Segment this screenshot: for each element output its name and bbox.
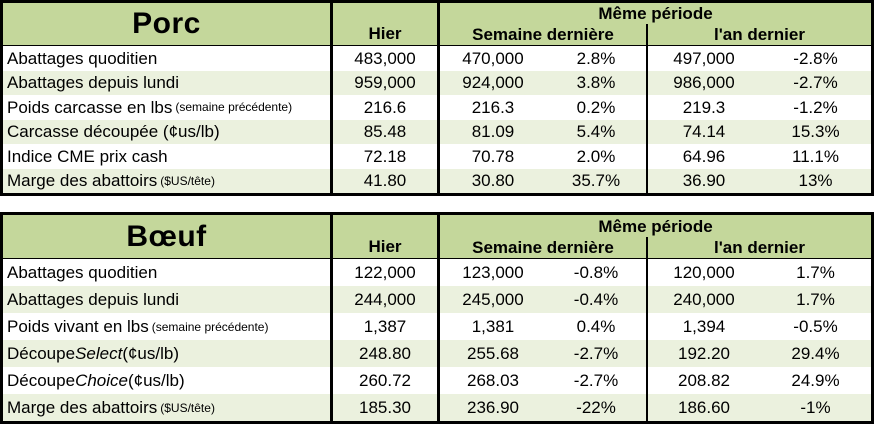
- cell-an-dernier-pct: 13%: [760, 168, 871, 193]
- cell-semaine-derniere-pct: -2.7%: [546, 340, 648, 367]
- row-label: Poids vivant en lbs (semaine précédente): [3, 313, 333, 340]
- header-meme-periode: Même période: [440, 3, 871, 24]
- cell-hier: 1,387: [333, 313, 440, 340]
- cell-an-dernier: 120,000: [648, 259, 760, 286]
- cell-an-dernier: 986,000: [648, 70, 760, 95]
- cell-hier: 185.30: [333, 394, 440, 421]
- row-label: Découpe Select (¢us/lb): [3, 340, 333, 367]
- cell-hier: 72.18: [333, 144, 440, 169]
- header-an-dernier: l'an dernier: [648, 237, 871, 259]
- cell-hier: 216.6: [333, 95, 440, 120]
- cell-an-dernier: 186.60: [648, 394, 760, 421]
- cell-hier: 483,000: [333, 46, 440, 71]
- cell-an-dernier-pct: -1%: [760, 394, 871, 421]
- cell-an-dernier: 36.90: [648, 168, 760, 193]
- cell-an-dernier-pct: 1.7%: [760, 259, 871, 286]
- cell-semaine-derniere: 123,000: [440, 259, 546, 286]
- cell-an-dernier: 1,394: [648, 313, 760, 340]
- cell-hier: 244,000: [333, 286, 440, 313]
- cell-semaine-derniere-pct: 2.0%: [546, 144, 648, 169]
- cell-semaine-derniere: 1,381: [440, 313, 546, 340]
- cell-an-dernier: 219.3: [648, 95, 760, 120]
- cell-hier: 260.72: [333, 367, 440, 394]
- row-label: Abattages quoditien: [3, 259, 333, 286]
- cell-an-dernier-pct: 1.7%: [760, 286, 871, 313]
- cell-an-dernier-pct: 15.3%: [760, 119, 871, 144]
- row-label: Abattages quoditien: [3, 46, 333, 71]
- cell-semaine-derniere-pct: 0.4%: [546, 313, 648, 340]
- cell-semaine-derniere-pct: -2.7%: [546, 367, 648, 394]
- row-label: Indice CME prix cash: [3, 144, 333, 169]
- cell-semaine-derniere: 216.3: [440, 95, 546, 120]
- cell-semaine-derniere: 70.78: [440, 144, 546, 169]
- header-semaine-derniere: Semaine dernière: [440, 237, 648, 259]
- row-label: Découpe Choice (¢us/lb): [3, 367, 333, 394]
- cell-semaine-derniere: 30.80: [440, 168, 546, 193]
- cell-semaine-derniere: 470,000: [440, 46, 546, 71]
- header-meme-periode: Même période: [440, 215, 871, 237]
- cell-an-dernier-pct: 11.1%: [760, 144, 871, 169]
- header-semaine-derniere: Semaine dernière: [440, 24, 648, 46]
- cell-an-dernier-pct: -0.5%: [760, 313, 871, 340]
- cell-hier: 248.80: [333, 340, 440, 367]
- header-hier: Hier: [333, 215, 440, 259]
- cell-semaine-derniere-pct: -0.8%: [546, 259, 648, 286]
- cell-semaine-derniere-pct: 2.8%: [546, 46, 648, 71]
- row-label: Marge des abattoirs ($US/tête): [3, 394, 333, 421]
- cell-semaine-derniere-pct: -22%: [546, 394, 648, 421]
- cell-semaine-derniere-pct: -0.4%: [546, 286, 648, 313]
- row-label: Marge des abattoirs ($US/tête): [3, 168, 333, 193]
- cell-semaine-derniere: 245,000: [440, 286, 546, 313]
- cell-semaine-derniere: 268.03: [440, 367, 546, 394]
- cell-semaine-derniere-pct: 5.4%: [546, 119, 648, 144]
- cell-semaine-derniere: 81.09: [440, 119, 546, 144]
- cell-an-dernier-pct: -1.2%: [760, 95, 871, 120]
- cell-semaine-derniere-pct: 0.2%: [546, 95, 648, 120]
- cell-an-dernier: 240,000: [648, 286, 760, 313]
- cell-an-dernier-pct: -2.7%: [760, 70, 871, 95]
- cell-an-dernier: 74.14: [648, 119, 760, 144]
- cell-hier: 122,000: [333, 259, 440, 286]
- header-an-dernier: l'an dernier: [648, 24, 871, 46]
- cell-an-dernier: 208.82: [648, 367, 760, 394]
- row-label: Abattages depuis lundi: [3, 70, 333, 95]
- table-boeuf: Bœuf Hier Même période Semaine dernière …: [0, 212, 874, 424]
- cell-an-dernier-pct: -2.8%: [760, 46, 871, 71]
- cell-hier: 85.48: [333, 119, 440, 144]
- table-title-porc: Porc: [3, 3, 333, 46]
- table-porc: Porc Hier Même période Semaine dernière …: [0, 0, 874, 196]
- row-label: Carcasse découpée (¢us/lb): [3, 119, 333, 144]
- cell-hier: 41.80: [333, 168, 440, 193]
- cell-an-dernier: 192.20: [648, 340, 760, 367]
- cell-an-dernier: 497,000: [648, 46, 760, 71]
- cell-semaine-derniere: 924,000: [440, 70, 546, 95]
- cell-semaine-derniere-pct: 3.8%: [546, 70, 648, 95]
- row-label: Abattages depuis lundi: [3, 286, 333, 313]
- cell-an-dernier-pct: 29.4%: [760, 340, 871, 367]
- cell-semaine-derniere-pct: 35.7%: [546, 168, 648, 193]
- cell-semaine-derniere: 255.68: [440, 340, 546, 367]
- cell-an-dernier: 64.96: [648, 144, 760, 169]
- table-title-boeuf: Bœuf: [3, 215, 333, 259]
- row-label: Poids carcasse en lbs (semaine précédente…: [3, 95, 333, 120]
- cell-an-dernier-pct: 24.9%: [760, 367, 871, 394]
- cell-hier: 959,000: [333, 70, 440, 95]
- cell-semaine-derniere: 236.90: [440, 394, 546, 421]
- header-hier: Hier: [333, 3, 440, 46]
